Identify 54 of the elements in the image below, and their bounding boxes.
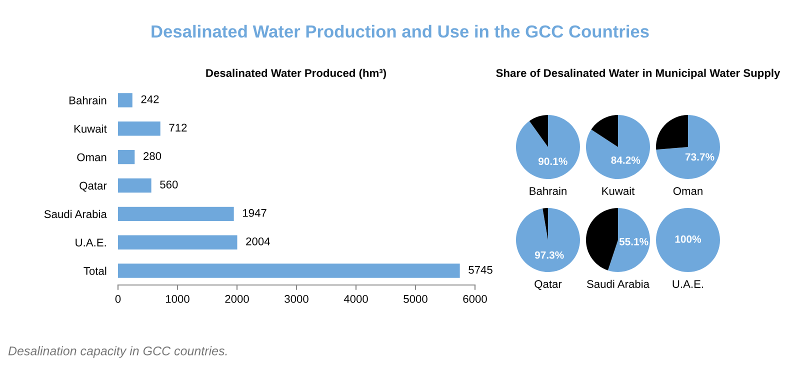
text: Desalinated Water Production and Use in the GCC Countries (152, 24, 649, 38)
pie-slice (586, 115, 650, 179)
data-label: 100% (675, 235, 702, 243)
text: Saudi Arabia (587, 280, 650, 288)
data-label: 712 (169, 124, 187, 132)
pie-slice (542, 208, 548, 240)
pie-slice (656, 115, 720, 179)
data-label: 560 (160, 180, 178, 188)
y-tick-label: Saudi Arabia (44, 210, 107, 218)
pie-slice (656, 115, 688, 150)
y-tick-label: Qatar (80, 182, 107, 192)
data-label: 242 (141, 95, 159, 104)
data-label: 73.7% (685, 153, 714, 161)
data-label: 55.1% (619, 238, 648, 246)
pie-slice (516, 208, 580, 272)
x-tick-label: 1000 (166, 295, 190, 303)
x-tick-label: 0 (115, 295, 121, 303)
text: Bahrain (530, 186, 566, 195)
pie-slice (529, 115, 548, 147)
x-tick-label: 2000 (225, 295, 249, 303)
bar (118, 235, 238, 250)
y-tick-label: Oman (77, 153, 106, 162)
bar (118, 122, 160, 136)
x-tick-label: 3000 (284, 295, 308, 303)
bar (118, 93, 132, 108)
data-label: 280 (144, 152, 162, 160)
text: Share of Desalinated Water in Municipal Water Supply (496, 68, 780, 80)
bar (118, 150, 135, 164)
chart-title: Desalinated Water Produced (hm³) (206, 68, 386, 80)
text: Kuwait (602, 186, 635, 195)
pie-slice (516, 115, 580, 179)
x-tick-label: 5000 (404, 295, 428, 303)
y-tick-label: Bahrain (70, 96, 106, 104)
data-label: 90.1% (538, 158, 568, 166)
data-label: 5745 (468, 266, 492, 274)
data-label: 97.3% (534, 251, 564, 259)
text: Oman (673, 187, 702, 195)
pie-slice (586, 208, 618, 270)
data-label: 84.2% (611, 156, 640, 164)
y-tick-label: Total (84, 266, 106, 275)
bar (118, 206, 234, 222)
text: U.A.E. (672, 280, 704, 288)
bar (118, 264, 460, 278)
bar (118, 178, 152, 193)
text: Qatar (534, 280, 562, 290)
pie-slice (608, 208, 650, 272)
y-tick-label: Kuwait (74, 124, 107, 133)
x-tick-label: 4000 (344, 295, 368, 303)
y-tick-label: U.A.E. (76, 238, 106, 246)
pie-slice (591, 115, 618, 147)
x-tick-label: 6000 (463, 295, 487, 303)
data-label: 1947 (243, 209, 266, 217)
text: Desalination capacity in GCC countries. (8, 346, 227, 358)
data-label: 2004 (246, 237, 270, 246)
